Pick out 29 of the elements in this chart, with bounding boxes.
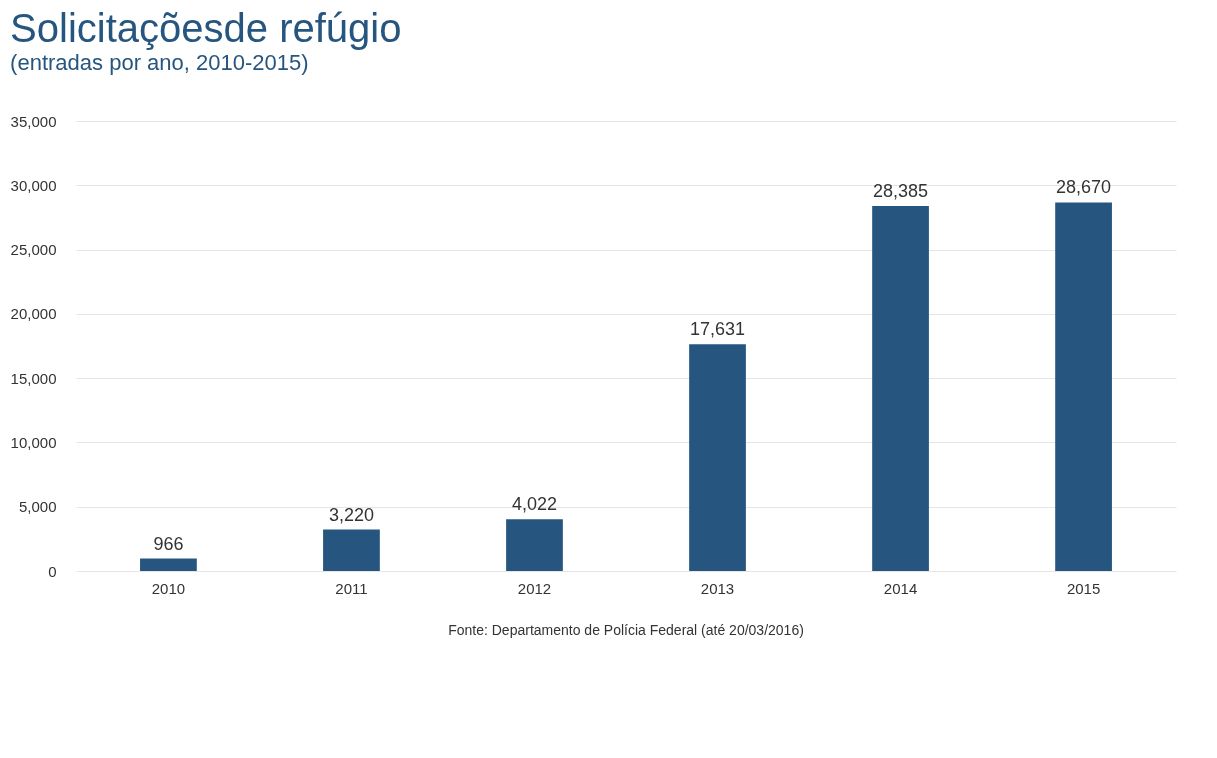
data-label: 3,220: [328, 504, 374, 525]
y-tick-label: 5,000: [18, 498, 57, 516]
x-tick-label: 2015: [1066, 579, 1101, 597]
data-label: 4,022: [511, 494, 558, 515]
bar: [689, 344, 746, 571]
y-tick-label: 10,000: [10, 433, 57, 451]
x-tick-label: 2012: [517, 579, 552, 597]
data-label: 28,385: [873, 181, 929, 202]
y-tick-label: 30,000: [10, 176, 57, 194]
data-label: 966: [153, 533, 184, 554]
x-tick-label: 2010: [151, 579, 186, 597]
y-tick-label: 0: [48, 562, 57, 580]
x-tick-label: 2013: [700, 579, 735, 597]
bar: [1055, 202, 1112, 571]
data-label: 28,670: [1056, 177, 1112, 198]
bar: [323, 529, 380, 571]
bar: [506, 519, 563, 571]
y-tick-label: 20,000: [10, 305, 57, 323]
chart-title: Solicitaçõesde refúgio: [10, 6, 402, 50]
data-label: 17,631: [689, 319, 746, 340]
y-tick-label: 25,000: [10, 241, 57, 259]
source-note: Fonte: Departamento de Polícia Federal (até 20/03/2016): [448, 622, 804, 638]
bar: [872, 206, 929, 571]
y-tick-label: 35,000: [10, 112, 57, 130]
bar: [140, 558, 197, 571]
y-tick-label: 15,000: [10, 369, 57, 387]
chart-subtitle: (entradas por ano, 2010-2015): [10, 50, 309, 75]
x-tick-label: 2014: [883, 579, 918, 597]
x-tick-label: 2011: [335, 579, 368, 597]
